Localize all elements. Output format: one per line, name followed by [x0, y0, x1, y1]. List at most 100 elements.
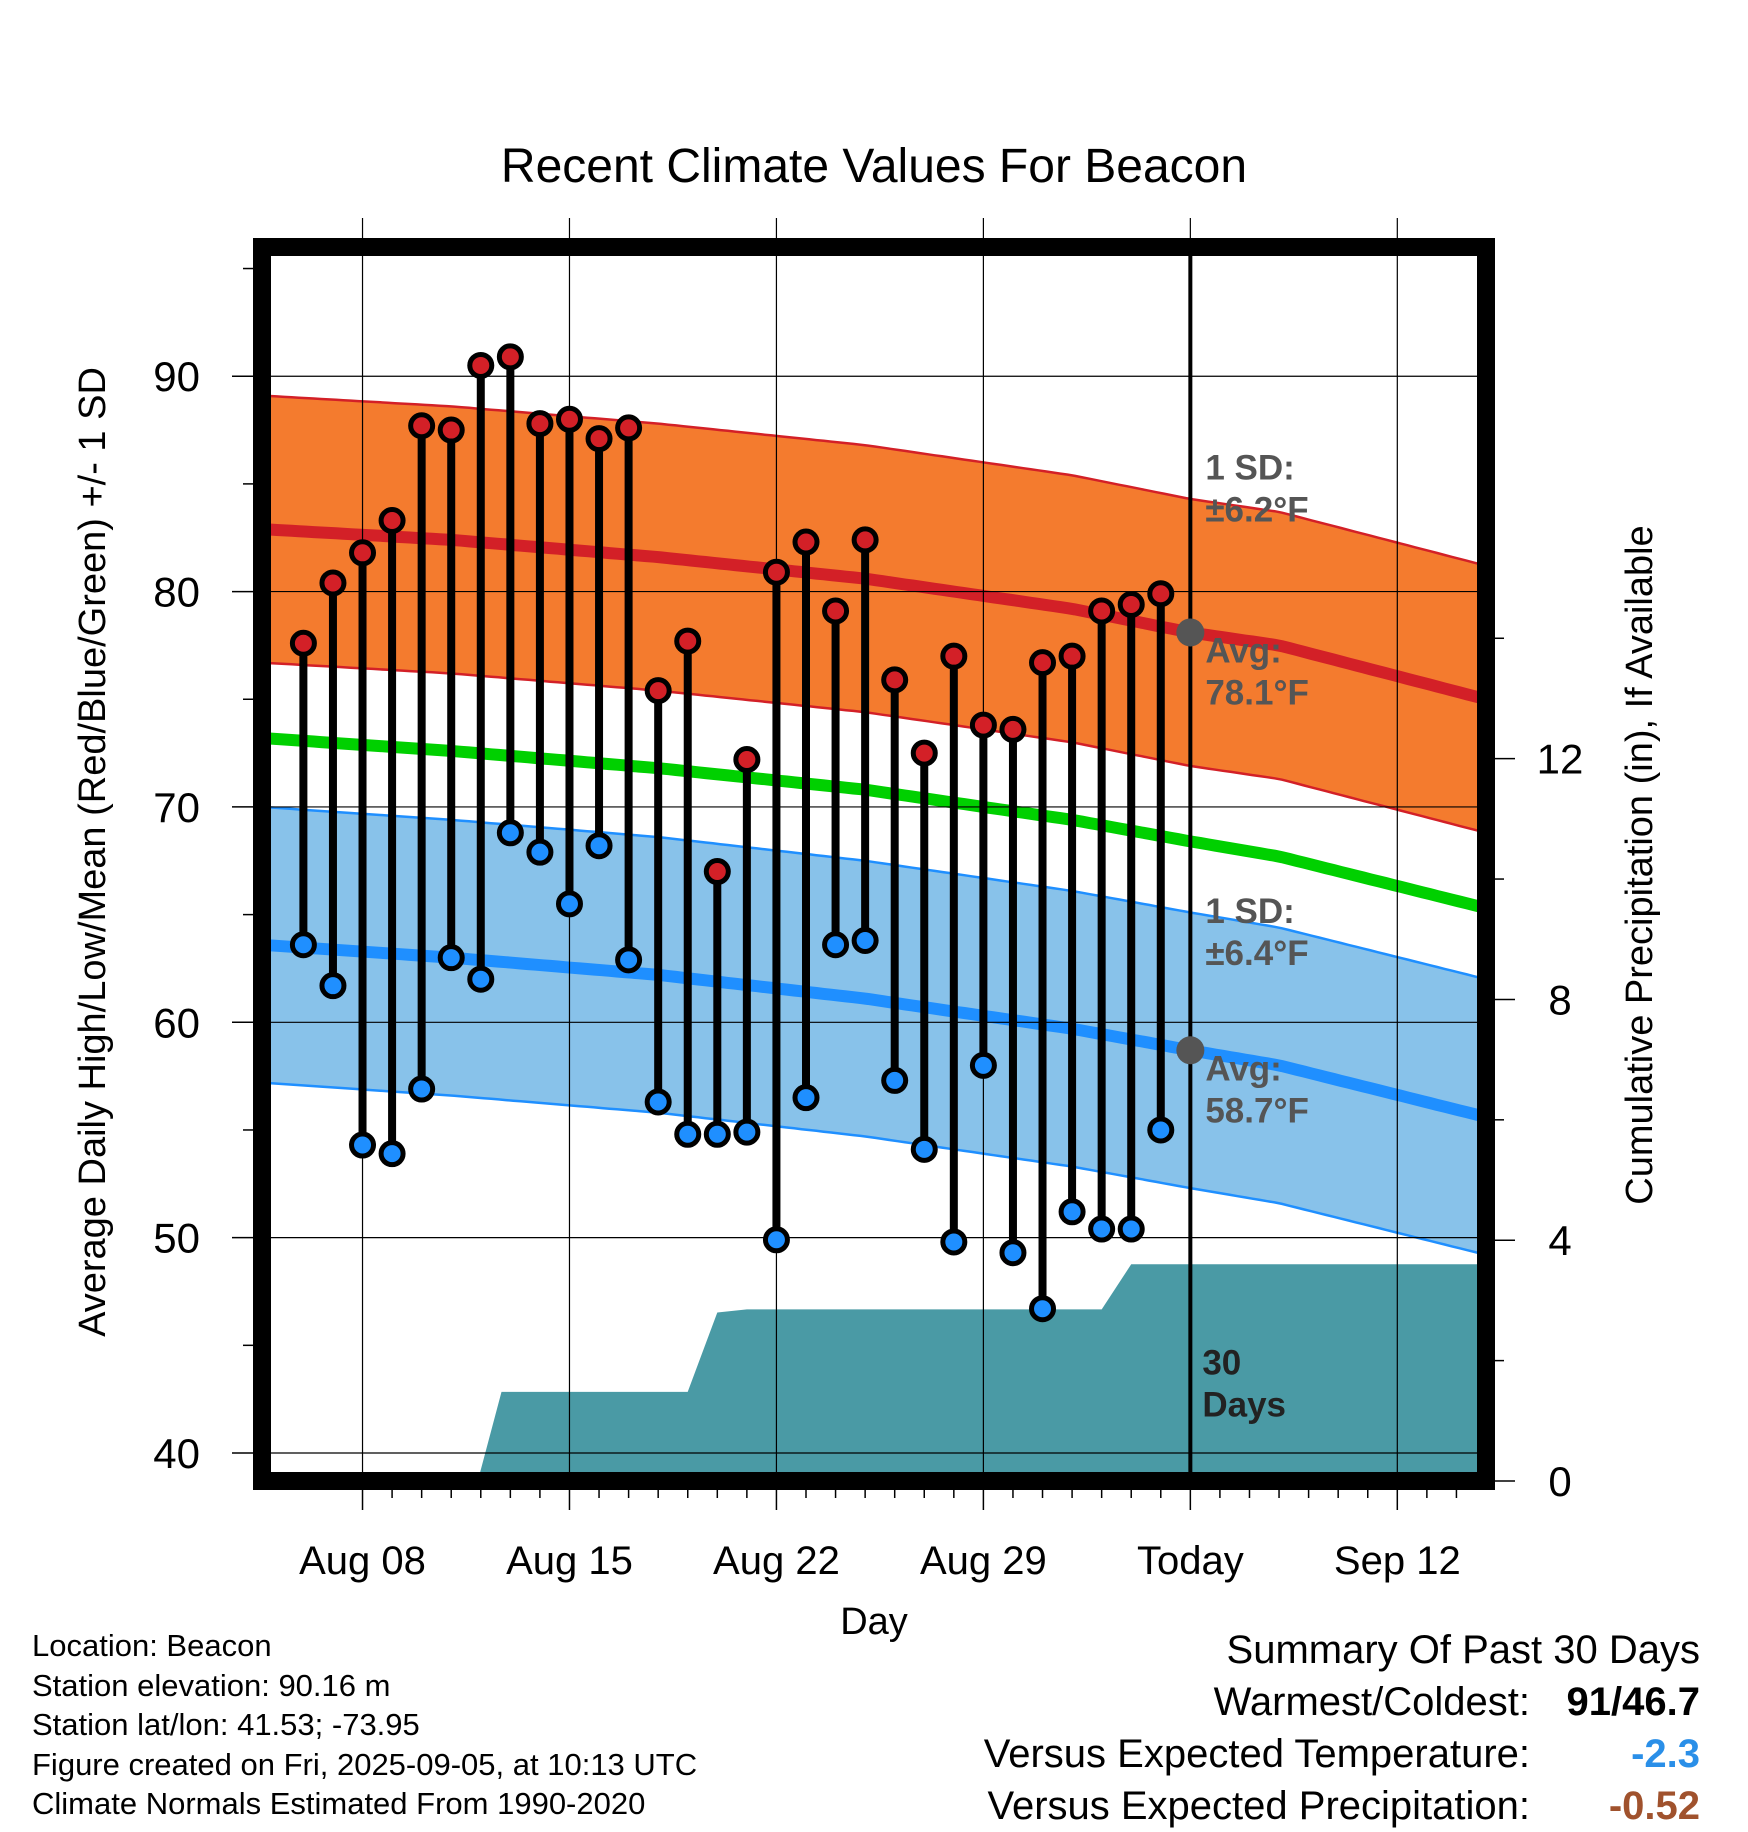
- y-tick-label: 40: [153, 1430, 200, 1477]
- chart-title: Recent Climate Values For Beacon: [501, 140, 1247, 193]
- latlon-text: Station lat/lon: 41.53; -73.95: [32, 1707, 420, 1742]
- low-point: [555, 890, 583, 918]
- annotation-line: ±6.2°F: [1205, 491, 1308, 530]
- low-point: [940, 1228, 968, 1256]
- high-point: [910, 739, 938, 767]
- low-avg-marker: [1176, 1036, 1205, 1065]
- high-point: [319, 569, 347, 597]
- high-point: [733, 746, 761, 774]
- low-point: [703, 1120, 731, 1148]
- high-sd-upper-edge: [262, 394, 1482, 566]
- annotation-line: ±6.4°F: [1205, 934, 1308, 973]
- precipitation-area: [262, 1264, 1486, 1481]
- annotation-line: Avg:: [1205, 1049, 1281, 1088]
- high-point: [851, 526, 879, 554]
- high-point: [674, 627, 702, 655]
- high-point: [792, 528, 820, 556]
- high-point: [1088, 597, 1116, 625]
- high-avg-annotation: Avg: 78.1°F: [1205, 632, 1309, 713]
- low-point: [881, 1066, 909, 1094]
- high-point: [289, 629, 317, 657]
- location-text: Location: Beacon: [32, 1628, 272, 1663]
- low-point: [851, 926, 879, 954]
- elevation-text: Station elevation: 90.16 m: [32, 1667, 391, 1703]
- annotation-line: 30: [1202, 1343, 1241, 1382]
- high-point: [496, 343, 524, 371]
- high-point: [644, 677, 672, 705]
- low-point: [496, 819, 524, 847]
- low-sd-annotation: 1 SD: ±6.4°F: [1205, 892, 1308, 973]
- low-point: [1029, 1295, 1057, 1323]
- low-point: [615, 946, 643, 974]
- temp-departure-value: -2.3: [1631, 1732, 1700, 1776]
- high-point: [555, 405, 583, 433]
- plot-interior: [262, 247, 1486, 1481]
- high-point: [437, 416, 465, 444]
- high-point: [585, 425, 613, 453]
- y-axis-label: Average Daily High/Low/Mean (Red/Blue/Gr…: [72, 367, 114, 1337]
- low-point: [289, 931, 317, 959]
- y-tick-label: 80: [153, 569, 200, 616]
- low-point: [349, 1131, 377, 1159]
- normal-low-line: [262, 938, 1484, 1122]
- precip-departure-row: Versus Expected Precipitation: -0.52: [984, 1780, 1700, 1832]
- high-point: [1029, 649, 1057, 677]
- low-point: [733, 1118, 761, 1146]
- low-point: [526, 838, 554, 866]
- warmest-value: 91: [1566, 1680, 1612, 1724]
- annotation-line: 1 SD:: [1205, 449, 1294, 488]
- temp-departure-label: Versus Expected Temperature:: [983, 1732, 1530, 1776]
- x-tick-label: Sep 12: [1334, 1539, 1461, 1583]
- y2-tick-label: 0: [1548, 1458, 1571, 1505]
- x-tick-label: Aug 08: [299, 1539, 426, 1583]
- x-tick-label: Aug 29: [920, 1539, 1047, 1583]
- low-avg-annotation: Avg: 58.7°F: [1205, 1049, 1309, 1130]
- low-point: [792, 1084, 820, 1112]
- warmest-coldest-row: Warmest/Coldest: 91/46.7: [984, 1676, 1700, 1728]
- y-tick-label: 60: [153, 999, 200, 1046]
- annotation-line: 78.1°F: [1205, 674, 1309, 713]
- low-point: [437, 944, 465, 972]
- annotation-line: Avg:: [1205, 632, 1281, 671]
- low-point: [1088, 1215, 1116, 1243]
- high-point: [615, 414, 643, 442]
- annotation-line: 58.7°F: [1205, 1091, 1309, 1130]
- high-sd-lower-edge: [262, 661, 1482, 833]
- warmest-coldest-label: Warmest/Coldest:: [1213, 1680, 1530, 1724]
- x-tick-label: Aug 15: [506, 1539, 633, 1583]
- high-point: [526, 410, 554, 438]
- summary-title: Summary Of Past 30 Days: [1226, 1628, 1700, 1672]
- plot-frame: [253, 238, 1495, 1490]
- x-tick-label: Aug 22: [713, 1539, 840, 1583]
- low-point: [467, 965, 495, 993]
- coldest-value: 46.7: [1622, 1680, 1700, 1724]
- low-point: [674, 1120, 702, 1148]
- y2-axis-label: Cumulative Precipitation (in), If Availa…: [1619, 525, 1661, 1204]
- low-sd-lower-edge: [262, 1081, 1482, 1256]
- high-sd-band: [262, 395, 1482, 832]
- low-point: [585, 832, 613, 860]
- y2-tick-label: 4: [1548, 1217, 1571, 1264]
- low-point: [762, 1226, 790, 1254]
- annotation-line: 1 SD:: [1205, 892, 1294, 931]
- normal-high-line: [262, 523, 1484, 704]
- station-info: Location: Beacon Station elevation: 90.1…: [32, 1626, 697, 1824]
- high-avg-marker: [1176, 618, 1205, 647]
- low-point: [378, 1140, 406, 1168]
- high-point: [762, 558, 790, 586]
- low-point: [319, 972, 347, 1000]
- normals-text: Climate Normals Estimated From 1990-2020: [32, 1786, 646, 1821]
- high-point: [408, 412, 436, 440]
- low-point: [969, 1051, 997, 1079]
- y2-tick-label: 8: [1548, 976, 1571, 1023]
- period-label: 30 Days: [1202, 1343, 1286, 1424]
- temp-departure-row: Versus Expected Temperature: -2.3: [984, 1728, 1700, 1780]
- high-point: [969, 711, 997, 739]
- high-point: [467, 351, 495, 379]
- slash-text: /: [1611, 1680, 1623, 1724]
- high-point: [349, 539, 377, 567]
- high-point: [378, 507, 406, 535]
- low-sd-band: [262, 806, 1482, 1254]
